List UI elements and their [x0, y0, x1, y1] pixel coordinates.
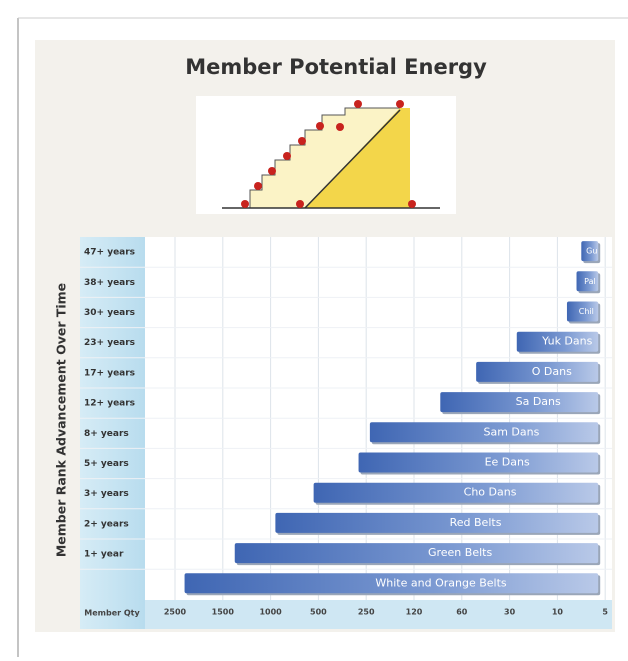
x-tick-label: 120	[406, 608, 423, 617]
bar	[314, 483, 599, 503]
x-tick-label: 250	[358, 608, 375, 617]
x-axis-title: Member Qty	[84, 609, 140, 618]
y-tick-label: 8+ years	[84, 429, 129, 439]
bar	[235, 543, 598, 563]
y-tick-label: 12+ years	[84, 399, 135, 409]
x-tick-label: 30	[504, 608, 516, 617]
bar-label: Sam Dans	[484, 425, 540, 438]
x-tick-label: 1000	[259, 608, 282, 617]
bar-label: Chil	[579, 307, 594, 316]
bar-label: Gu	[586, 247, 597, 256]
bar-label: Sa Dans	[516, 395, 561, 408]
bar	[359, 453, 599, 473]
x-tick-label: 2500	[164, 608, 187, 617]
bar-label: Pal	[584, 277, 596, 286]
y-tick-label: 30+ years	[84, 308, 135, 318]
y-tick-label: 5+ years	[84, 459, 129, 469]
chart-title: Member Potential Energy	[185, 55, 487, 79]
y-tick-label: 17+ years	[84, 368, 135, 378]
bar-label: Yuk Dans	[541, 335, 592, 348]
staircase-illustration	[196, 96, 456, 214]
x-tick-label: 5	[602, 608, 608, 617]
bar-label: Ee Dans	[485, 456, 530, 469]
x-tick-label: 1500	[212, 608, 235, 617]
y-tick-label: 1+ year	[84, 550, 124, 560]
y-tick-label: 47+ years	[84, 248, 135, 258]
y-tick-label: 3+ years	[84, 489, 129, 499]
y-axis-title: Member Rank Advancement Over Time	[54, 283, 69, 557]
y-tick-label: 23+ years	[84, 338, 135, 348]
x-tick-label: 10	[552, 608, 564, 617]
x-tick-label: 60	[456, 608, 468, 617]
bar-label: Red Belts	[450, 516, 502, 529]
bar-label: Green Belts	[428, 546, 492, 559]
y-tick-label: 38+ years	[84, 278, 135, 288]
x-tick-label: 500	[310, 608, 327, 617]
page: Member Potential Energy Member Rank Adva…	[0, 0, 628, 657]
y-tick-label: 2+ years	[84, 519, 129, 529]
bar-label: O Dans	[532, 365, 572, 378]
bar-label: Cho Dans	[464, 486, 517, 499]
bar	[275, 513, 598, 533]
bar-label: White and Orange Belts	[375, 576, 506, 589]
